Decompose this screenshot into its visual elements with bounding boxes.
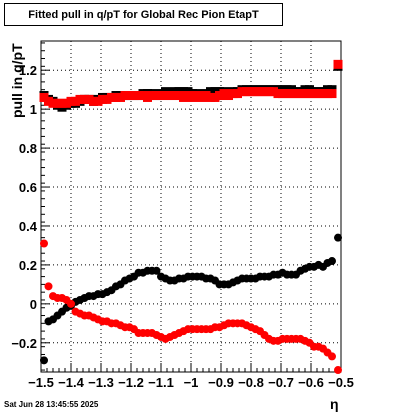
title-box: Fitted pull in q/pT for Global Rec Pion … bbox=[4, 3, 283, 26]
tick-labels: −1.5 −1.4 −1.3 −1.2 −1.1 −1 −0.9 −0.8 −0.7 −0.6 −0… bbox=[11, 63, 354, 390]
timestamp: Sat Jun 28 13:45:55 2025 bbox=[4, 400, 99, 409]
y-tick-label: 0.6 bbox=[19, 180, 37, 195]
square-marker bbox=[333, 59, 343, 69]
y-tick-label: −0.2 bbox=[11, 336, 37, 351]
circle-marker bbox=[328, 352, 336, 361]
square-marker bbox=[327, 89, 337, 99]
data-markers bbox=[39, 59, 343, 375]
x-tick-label: −1.2 bbox=[118, 375, 144, 390]
y-tick-label: 0 bbox=[30, 297, 37, 312]
axis-ticks bbox=[40, 42, 342, 372]
chart-title: Fitted pull in q/pT for Global Rec Pion … bbox=[28, 9, 259, 21]
circle-marker bbox=[67, 299, 75, 308]
x-tick-label: −1.3 bbox=[88, 375, 114, 390]
circle-marker bbox=[40, 239, 48, 248]
x-tick-label: −0.9 bbox=[208, 375, 234, 390]
y-tick-label: 0.2 bbox=[19, 258, 37, 273]
circle-marker bbox=[152, 266, 161, 275]
x-tick-label: −1.1 bbox=[148, 375, 174, 390]
y-tick-label: 1.2 bbox=[19, 63, 37, 78]
y-tick-label: 0.8 bbox=[19, 141, 37, 156]
x-tick-label: −0.6 bbox=[298, 375, 324, 390]
x-axis-label: η bbox=[330, 396, 339, 412]
x-tick-label: −0.8 bbox=[238, 375, 264, 390]
x-tick-label: −0.7 bbox=[268, 375, 294, 390]
circle-marker bbox=[44, 282, 53, 291]
x-tick-label: −1 bbox=[184, 375, 199, 390]
y-axis-label: pull in q/pT bbox=[9, 43, 25, 118]
y-tick-label: 0.4 bbox=[19, 219, 38, 234]
x-tick-label: −1.5 bbox=[28, 375, 54, 390]
circle-marker bbox=[40, 356, 48, 365]
x-tick-label: −1.4 bbox=[58, 375, 84, 390]
y-tick-label: 1 bbox=[30, 102, 37, 117]
circle-marker bbox=[334, 366, 342, 375]
circle-marker bbox=[334, 233, 342, 242]
circle-marker bbox=[328, 257, 336, 266]
x-tick-label: −0.5 bbox=[328, 375, 354, 390]
